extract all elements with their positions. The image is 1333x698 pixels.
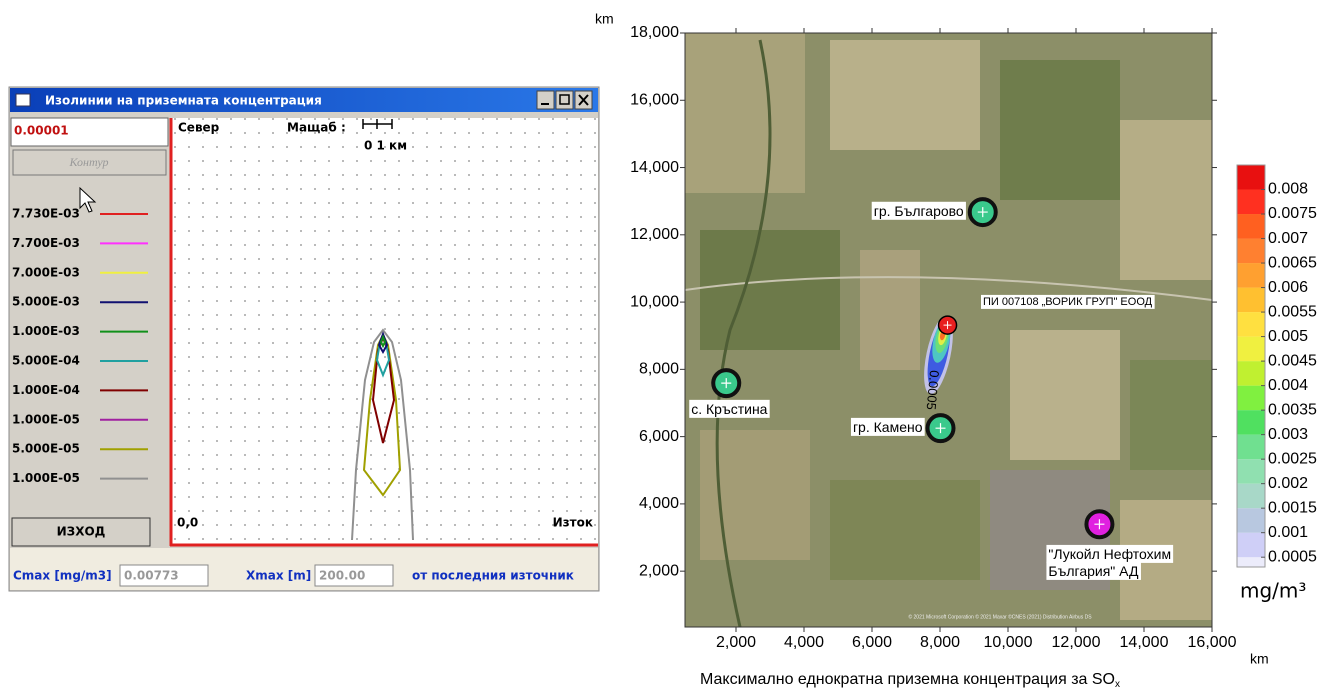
- window-title: Изолинии на приземната концентрация: [45, 94, 322, 108]
- xmax-label: Xmax [m]: [246, 569, 311, 583]
- input-value[interactable]: 0.00001: [14, 124, 69, 138]
- x-tick-label: 4,000: [784, 634, 824, 651]
- y-tick-label: 4,000: [639, 495, 679, 512]
- colorbar-band: [1237, 263, 1265, 288]
- colorbar-band: [1237, 361, 1265, 386]
- x-tick-label: 14,000: [1120, 634, 1169, 651]
- colorbar-band: [1237, 484, 1265, 509]
- colorbar-tick-label: 0.008: [1268, 181, 1308, 198]
- y-tick-label: 14,000: [630, 159, 679, 176]
- colorbar-tick-label: 0.0025: [1268, 450, 1317, 467]
- cmax-label: Cmax [mg/m3]: [13, 569, 112, 583]
- colorbar-band: [1237, 459, 1265, 484]
- y-tick-label: 10,000: [630, 293, 679, 310]
- contour-button-label[interactable]: Контур: [69, 155, 109, 169]
- east-label: Изток: [553, 516, 593, 530]
- xmax-value: 200.00: [319, 569, 365, 583]
- place-label: България" АД: [1048, 563, 1139, 579]
- colorbar-band: [1237, 239, 1265, 264]
- screen: Изолинии на приземната концентрация 0.00…: [0, 0, 1333, 693]
- legend-label: 5.000E-03: [12, 295, 80, 309]
- colorbar-tick-label: 0.0075: [1268, 205, 1317, 222]
- scale-label: Мащаб :: [287, 121, 346, 135]
- colorbar-band: [1237, 410, 1265, 435]
- legend-label: 5.000E-04: [12, 354, 80, 368]
- x-tick-label: 10,000: [984, 634, 1033, 651]
- legend-label: 7.700E-03: [12, 236, 80, 250]
- scale-text: 0 1 км: [364, 139, 407, 153]
- from-source: от последния източник: [412, 569, 574, 583]
- colorbar-tick-label: 0.007: [1268, 230, 1308, 247]
- colorbar-tick-label: 0.0055: [1268, 303, 1317, 320]
- colorbar-unit: mg/m³: [1240, 579, 1306, 603]
- y-tick-label: 12,000: [630, 226, 679, 243]
- caption-text: Максимално еднократна приземна концентра…: [700, 671, 1115, 688]
- legend-label: 7.000E-03: [12, 265, 80, 279]
- colorbar-tick-label: 0.005: [1268, 328, 1308, 345]
- legend-label: 1.000E-03: [12, 324, 80, 338]
- colorbar-band: [1237, 557, 1265, 567]
- colorbar-tick-label: 0.003: [1268, 426, 1308, 443]
- origin-label: 0,0: [177, 516, 198, 530]
- y-tick-label: 2,000: [639, 562, 679, 579]
- colorbar-tick-label: 0.0045: [1268, 352, 1317, 369]
- window: Изолинии на приземната концентрация 0.00…: [9, 87, 599, 591]
- exit-button-label[interactable]: ИЗХОД: [57, 525, 106, 539]
- x-unit: km: [1250, 651, 1269, 667]
- legend-label: 1.000E-05: [12, 412, 80, 426]
- colorbar-band: [1237, 214, 1265, 239]
- colorbar-band: [1237, 312, 1265, 337]
- y-unit: km: [595, 11, 614, 27]
- legend-label: 5.000E-05: [12, 442, 80, 456]
- window-buttons[interactable]: [537, 91, 592, 109]
- x-tick-label: 12,000: [1052, 634, 1101, 651]
- colorbar-band: [1237, 508, 1265, 533]
- legend-label: 1.000E-04: [12, 383, 80, 397]
- colorbar-band: [1237, 288, 1265, 313]
- colorbar-tick-label: 0.001: [1268, 524, 1308, 541]
- colorbar-tick-label: 0.0015: [1268, 499, 1317, 516]
- y-tick-label: 8,000: [639, 361, 679, 378]
- colorbar-tick-label: 0.002: [1268, 475, 1308, 492]
- legend-label: 7.730E-03: [12, 207, 80, 221]
- x-tick-label: 6,000: [852, 634, 892, 651]
- y-tick-label: 18,000: [630, 24, 679, 41]
- place-label: с. Кръстина: [691, 401, 767, 417]
- caption-sub: x: [1115, 679, 1120, 690]
- colorbar-band: [1237, 533, 1265, 558]
- colorbar-band: [1237, 386, 1265, 411]
- colorbar-tick-label: 0.004: [1268, 377, 1308, 394]
- y-tick-label: 6,000: [639, 428, 679, 445]
- legend-label: 1.000E-05: [12, 471, 80, 485]
- x-tick-label: 16,000: [1188, 634, 1237, 651]
- colorbar-band: [1237, 435, 1265, 460]
- place-label: "Лукойл Нефтохим: [1048, 546, 1171, 562]
- attribution: © 2021 Microsoft Corporation © 2021 Maxa…: [908, 613, 1092, 620]
- place-label: гр. Българово: [874, 203, 964, 219]
- colorbar-tick-label: 0.0065: [1268, 254, 1317, 271]
- place-label: гр. Камено: [853, 419, 923, 435]
- colorbar-band: [1237, 165, 1265, 190]
- colorbar-band: [1237, 337, 1265, 362]
- y-tick-label: 16,000: [630, 91, 679, 108]
- cmax-value: 0.00773: [124, 569, 179, 583]
- colorbar-band: [1237, 190, 1265, 215]
- x-tick-label: 2,000: [716, 634, 756, 651]
- colorbar-tick-label: 0.0035: [1268, 401, 1317, 418]
- colorbar-tick-label: 0.0005: [1268, 548, 1317, 565]
- caption: Максимално еднократна приземна концентра…: [700, 671, 1120, 689]
- x-tick-label: 8,000: [920, 634, 960, 651]
- source-label: ПИ 007108 „ВОРИК ГРУП" ЕООД: [983, 296, 1153, 308]
- colorbar-tick-label: 0.006: [1268, 279, 1308, 296]
- north-label: Север: [178, 121, 220, 135]
